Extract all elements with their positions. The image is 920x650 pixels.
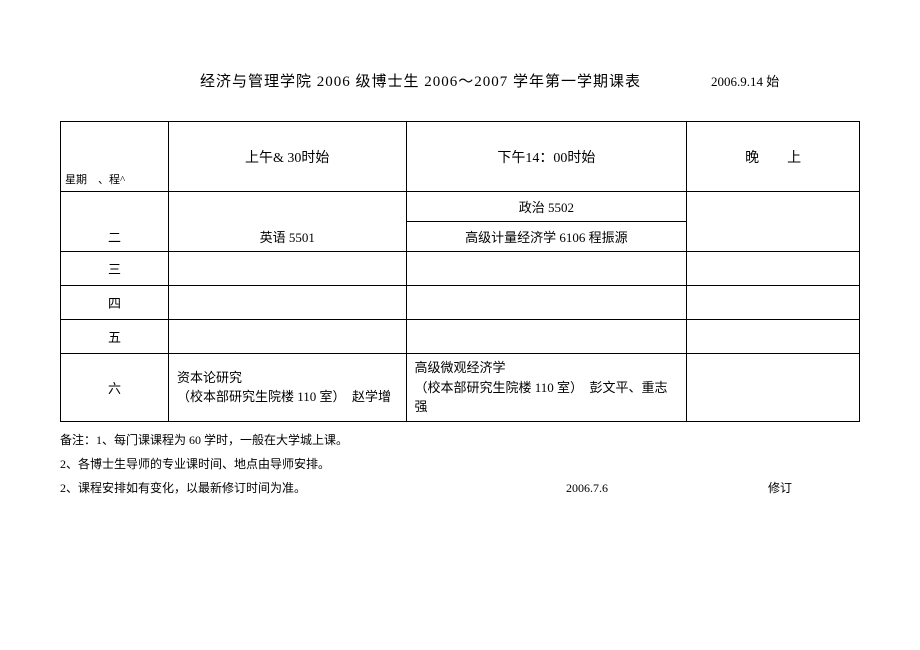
wed-evening: [687, 252, 860, 286]
fri-evening: [687, 320, 860, 354]
day-thu: 四: [61, 286, 169, 320]
day-mon: [61, 192, 169, 222]
mon-afternoon: 政治 5502: [406, 192, 687, 222]
sat-afternoon: 高级微观经济学（校本部研究生院楼 110 室） 彭文平、重志强: [406, 354, 687, 422]
sat-evening: [687, 354, 860, 422]
tue-evening: [687, 222, 860, 252]
day-sat: 六: [61, 354, 169, 422]
notes-section: 备注：1、每门课课程为 60 学时，一般在大学城上课。 2、各博士生导师的专业课…: [60, 428, 860, 500]
col-afternoon-header: 下午14：00时始: [406, 122, 687, 192]
mon-evening: [687, 192, 860, 222]
sat-morning: 资本论研究（校本部研究生院楼 110 室） 赵学增: [168, 354, 406, 422]
note-3-rev: 修订: [768, 476, 792, 500]
tue-morning: 英语 5501: [168, 222, 406, 252]
note-2: 2、各博士生导师的专业课时间、地点由导师安排。: [60, 452, 860, 476]
note-1: 备注：1、每门课课程为 60 学时，一般在大学城上课。: [60, 428, 860, 452]
col-evening-header: 晚 上: [687, 122, 860, 192]
corner-header: 星期 、程^: [61, 122, 169, 192]
tue-afternoon: 高级计量经济学 6106 程振源: [406, 222, 687, 252]
day-fri: 五: [61, 320, 169, 354]
fri-afternoon: [406, 320, 687, 354]
page-title: 经济与管理学院 2006 级博士生 2006〜2007 学年第一学期课表: [200, 70, 641, 91]
note-3-date: 2006.7.6: [566, 476, 608, 500]
thu-morning: [168, 286, 406, 320]
thu-afternoon: [406, 286, 687, 320]
fri-morning: [168, 320, 406, 354]
schedule-table: 星期 、程^ 上午& 30时始 下午14：00时始 晚 上 政治 5502 二 …: [60, 121, 860, 422]
wed-morning: [168, 252, 406, 286]
start-date: 2006.9.14 始: [711, 71, 779, 90]
wed-afternoon: [406, 252, 687, 286]
note-3: 2、课程安排如有变化，以最新修订时间为准。: [60, 476, 306, 500]
day-wed: 三: [61, 252, 169, 286]
mon-morning: [168, 192, 406, 222]
day-tue: 二: [61, 222, 169, 252]
thu-evening: [687, 286, 860, 320]
col-morning-header: 上午& 30时始: [168, 122, 406, 192]
